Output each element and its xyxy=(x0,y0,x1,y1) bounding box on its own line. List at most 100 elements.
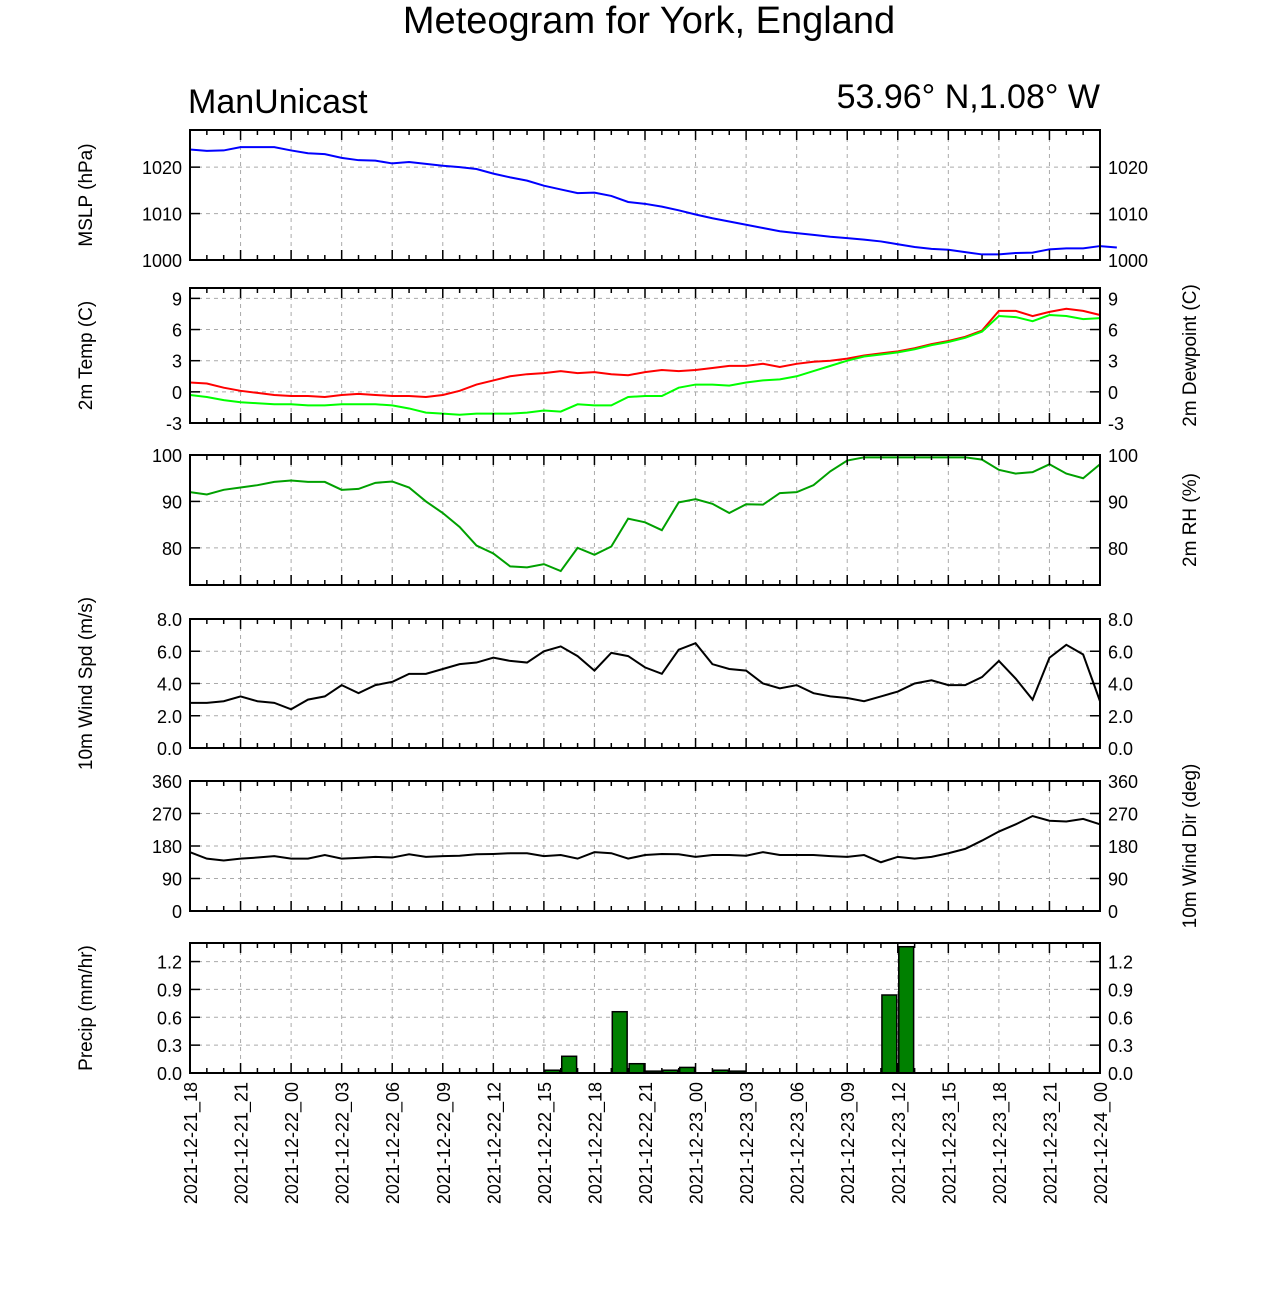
panel-wind-direction: 0 0 90 90 180 180 270 270 360 360 10m Wind Dir (de… xyxy=(152,764,1201,929)
y-tick-label: 90 xyxy=(162,870,182,890)
y-tick-label: 9 xyxy=(172,289,182,309)
y-tick-label: 6 xyxy=(172,321,182,341)
precip-bar xyxy=(898,945,915,1074)
y-tick-label-right: 0.0 xyxy=(1108,1064,1133,1084)
y-tick-label: 0 xyxy=(172,383,182,403)
y-tick-label: 0.3 xyxy=(157,1036,182,1056)
y-tick-label-right: 0.9 xyxy=(1108,980,1133,1000)
model-label: ManUnicast xyxy=(188,83,368,121)
y-tick-label-right: 90 xyxy=(1108,870,1128,890)
panel-temp-dewpoint: -3 -3 0 0 3 3 6 6 9 9 2m Temp (C) 2m Dewpoint (C) xyxy=(76,284,1201,434)
y-tick-label-right: 0.3 xyxy=(1108,1036,1133,1056)
y-tick-label-right: 360 xyxy=(1108,772,1138,792)
y-tick-label: 1000 xyxy=(142,251,182,271)
y-tick-label-right: 180 xyxy=(1108,837,1138,857)
y-tick-label-right: 6.0 xyxy=(1108,642,1133,662)
time-label: 2021-12-23_09 xyxy=(838,1082,859,1204)
y-tick-label: 3 xyxy=(172,352,182,372)
y-tick-label-right: 6 xyxy=(1108,321,1118,341)
y-tick-label-right: 1.2 xyxy=(1108,953,1133,973)
y-tick-label: 80 xyxy=(162,539,182,559)
y-tick-label: 8.0 xyxy=(157,610,182,630)
mslp-line-0 xyxy=(189,146,1117,256)
time-label: 2021-12-23_21 xyxy=(1040,1082,1061,1204)
y-axis-label-right: 10m Wind Dir (deg) xyxy=(1180,764,1201,929)
y-tick-label-right: 4.0 xyxy=(1108,675,1133,695)
time-label: 2021-12-22_12 xyxy=(484,1082,505,1204)
time-label: 2021-12-22_03 xyxy=(333,1082,354,1204)
y-axis-label: Precip (mm/hr) xyxy=(76,945,97,1071)
y-tick-label-right: 80 xyxy=(1108,539,1128,559)
precip-bar xyxy=(560,1055,578,1074)
time-label: 2021-12-22_09 xyxy=(434,1082,455,1204)
time-label: 2021-12-22_21 xyxy=(636,1082,657,1204)
y-tick-label-right: 100 xyxy=(1108,446,1138,466)
y-tick-label-right: 1000 xyxy=(1108,251,1148,271)
time-axis: 2021-12-21_18 2021-12-21_21 2021-12-22_00 2… xyxy=(181,1082,1112,1204)
y-axis-label: MSLP (hPa) xyxy=(76,143,97,246)
y-axis-label-right: 2m Dewpoint (C) xyxy=(1180,284,1201,427)
y-tick-label: -3 xyxy=(166,414,182,434)
y-tick-label: 0.6 xyxy=(157,1008,182,1028)
time-label: 2021-12-22_18 xyxy=(585,1082,606,1204)
y-tick-label: 0.0 xyxy=(157,739,182,759)
time-label: 2021-12-23_12 xyxy=(889,1082,910,1204)
time-label: 2021-12-23_06 xyxy=(788,1082,809,1204)
temp-dewpoint-line-0 xyxy=(189,307,1101,399)
y-tick-label: 6.0 xyxy=(157,642,182,662)
y-axis-label-right: 2m RH (%) xyxy=(1180,473,1201,567)
time-label: 2021-12-21_21 xyxy=(232,1082,253,1204)
y-tick-label-right: 2.0 xyxy=(1108,707,1133,727)
y-tick-label: 100 xyxy=(152,446,182,466)
time-label: 2021-12-22_00 xyxy=(282,1082,303,1204)
y-tick-label: 1010 xyxy=(142,205,182,225)
y-tick-label-right: 270 xyxy=(1108,805,1138,825)
y-tick-label-right: -3 xyxy=(1108,414,1124,434)
y-tick-label: 1.2 xyxy=(157,953,182,973)
y-tick-label-right: 0 xyxy=(1108,383,1118,403)
y-tick-label: 0 xyxy=(172,902,182,922)
panel-wind-speed: 0.0 0.0 2.0 2.0 4.0 4.0 6.0 6.0 8.0 8.0 10m Wind S… xyxy=(76,597,1133,770)
y-tick-label: 4.0 xyxy=(157,675,182,695)
y-tick-label-right: 0.6 xyxy=(1108,1008,1133,1028)
y-tick-label: 180 xyxy=(152,837,182,857)
y-tick-label-right: 1010 xyxy=(1108,205,1148,225)
time-label: 2021-12-23_03 xyxy=(737,1082,758,1204)
temp-dewpoint-line-1 xyxy=(189,313,1101,416)
y-tick-label-right: 8.0 xyxy=(1108,610,1133,630)
panel-precip: 0.0 0.0 0.3 0.3 0.6 0.6 0.9 0.9 1.2 1.2 Precip (mm… xyxy=(76,942,1133,1084)
location-label: 53.96° N,1.08° W xyxy=(837,78,1100,116)
y-tick-label: 0.9 xyxy=(157,980,182,1000)
wind-direction-line-0 xyxy=(189,814,1101,864)
time-label: 2021-12-23_18 xyxy=(990,1082,1011,1204)
y-axis-label: 2m Temp (C) xyxy=(76,301,97,410)
y-tick-label-right: 9 xyxy=(1108,289,1118,309)
chart-title: Meteogram for York, England xyxy=(403,0,895,42)
time-label: 2021-12-22_06 xyxy=(383,1082,404,1204)
y-tick-label: 2.0 xyxy=(157,707,182,727)
precip-bar xyxy=(628,1062,645,1074)
wind-speed-line-0 xyxy=(190,641,1101,711)
y-axis-label: 10m Wind Spd (m/s) xyxy=(76,597,97,770)
y-tick-label-right: 3 xyxy=(1108,352,1118,372)
y-tick-label: 360 xyxy=(152,772,182,792)
time-label: 2021-12-23_00 xyxy=(687,1082,708,1204)
precip-bar xyxy=(611,1010,628,1074)
y-tick-label-right: 1020 xyxy=(1108,158,1148,178)
y-tick-label-right: 90 xyxy=(1108,492,1128,512)
panel-mslp: 1000 1000 1010 1010 1020 1020 MSLP (hPa) xyxy=(76,129,1148,271)
y-tick-label-right: 0.0 xyxy=(1108,739,1133,759)
y-tick-label: 90 xyxy=(162,492,182,512)
y-tick-label: 0.0 xyxy=(157,1064,182,1084)
panel-rh: 80 80 90 90 100 100 2m RH (%) xyxy=(152,446,1201,586)
time-label: 2021-12-23_15 xyxy=(939,1082,960,1204)
time-label: 2021-12-24_00 xyxy=(1091,1082,1112,1204)
y-tick-label-right: 0 xyxy=(1108,902,1118,922)
time-label: 2021-12-21_18 xyxy=(181,1082,202,1204)
y-tick-label: 1020 xyxy=(142,158,182,178)
y-tick-label: 270 xyxy=(152,805,182,825)
precip-bar xyxy=(881,994,898,1074)
time-label: 2021-12-22_15 xyxy=(535,1082,556,1204)
